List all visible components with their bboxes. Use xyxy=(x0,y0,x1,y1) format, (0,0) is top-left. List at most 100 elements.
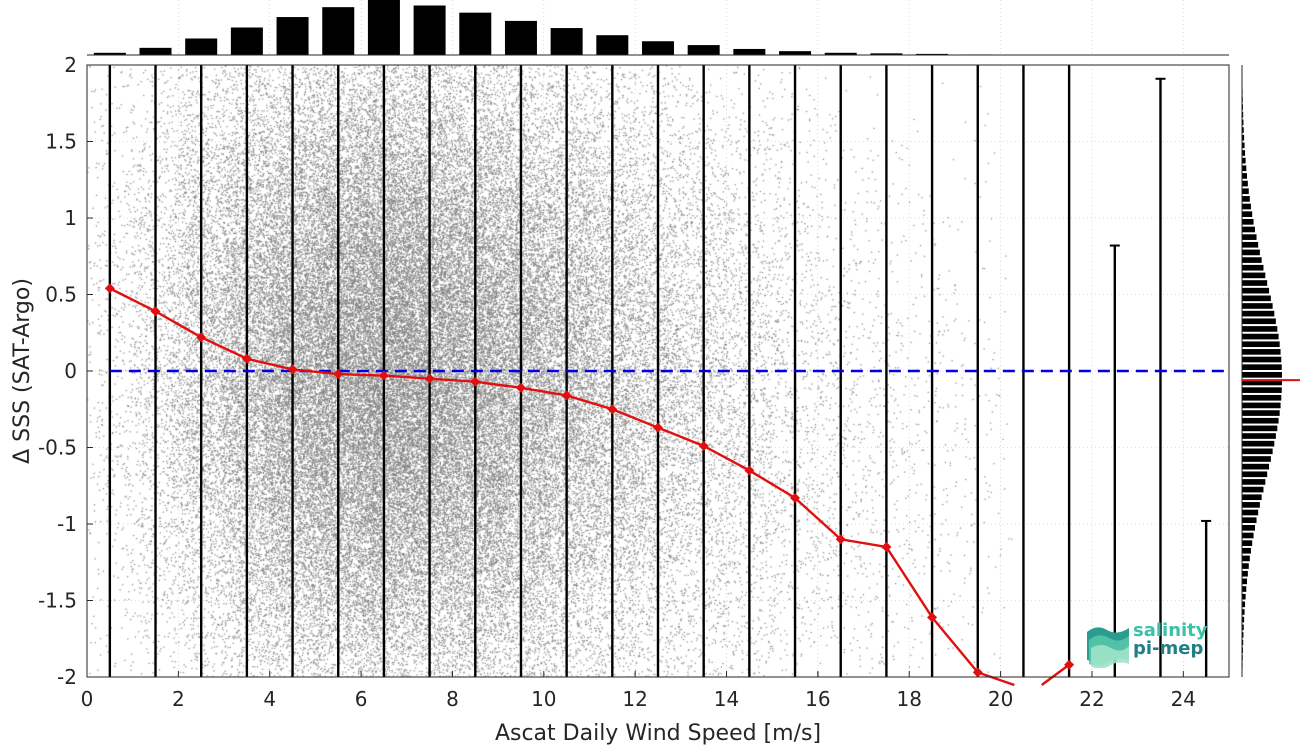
x-tick-label: 22 xyxy=(1079,687,1104,711)
mean-point xyxy=(196,332,207,343)
mean-point xyxy=(378,370,389,381)
top-histogram-bar xyxy=(870,53,903,55)
right-histogram-bar xyxy=(1242,509,1259,516)
right-histogram-bar xyxy=(1242,555,1250,562)
logo-text-line1: salinity xyxy=(1133,620,1208,641)
right-histogram-bar xyxy=(1242,188,1249,195)
top-histogram-bar xyxy=(459,12,492,55)
right-histogram-bar xyxy=(1242,226,1255,233)
mean-point xyxy=(972,667,983,678)
right-histogram-bar xyxy=(1242,119,1244,126)
right-histogram-bar xyxy=(1242,287,1270,294)
x-tick-label: 6 xyxy=(355,687,368,711)
y-tick-labels: 2 1.5 1 0.5 0 -0.5 -1 -1.5 -2 xyxy=(38,53,93,689)
y-tick-label: 0.5 xyxy=(45,283,77,307)
right-histogram-bar xyxy=(1242,570,1248,577)
right-histogram-bar xyxy=(1242,111,1244,118)
right-histogram-bar xyxy=(1242,219,1254,225)
mean-point xyxy=(790,492,801,503)
x-tick-label: 0 xyxy=(81,687,94,711)
right-histogram-bar xyxy=(1242,394,1282,401)
x-tick-label: 20 xyxy=(988,687,1013,711)
x-tick-label: 10 xyxy=(531,687,556,711)
right-histogram xyxy=(1241,65,1300,677)
right-histogram-bar xyxy=(1242,203,1251,210)
right-histogram-bar xyxy=(1242,402,1281,409)
right-histogram-bar xyxy=(1242,257,1262,263)
right-histogram-bar xyxy=(1242,540,1253,546)
top-histogram-bar xyxy=(139,47,172,55)
right-histogram-bar xyxy=(1242,295,1271,302)
y-tick-label: 0 xyxy=(64,359,77,383)
top-histogram-bar xyxy=(550,28,583,55)
mean-point xyxy=(287,364,298,375)
top-histogram-bar xyxy=(642,41,674,55)
mean-point xyxy=(744,465,755,476)
right-histogram-bar xyxy=(1242,127,1244,133)
mean-point xyxy=(241,353,252,364)
x-tick-label: 18 xyxy=(897,687,922,711)
top-histogram-bar xyxy=(916,53,949,55)
right-histogram-bar xyxy=(1242,532,1254,539)
mean-point xyxy=(470,376,481,387)
right-histogram-bar xyxy=(1242,494,1262,501)
x-tick-labels: 0 2 4 6 8 10 12 14 16 18 20 22 24 xyxy=(81,671,1196,711)
right-histogram-bar xyxy=(1242,303,1273,309)
mean-point xyxy=(607,404,618,415)
right-histogram-bar xyxy=(1242,264,1264,271)
logo-wave-icon xyxy=(1087,627,1129,668)
right-histogram-bar xyxy=(1242,165,1247,172)
logo-text-line2: pi-mep xyxy=(1133,638,1204,659)
mean-point xyxy=(698,440,709,451)
right-histogram-bar xyxy=(1242,326,1278,332)
right-histogram-bar xyxy=(1242,609,1245,615)
x-tick-label: 12 xyxy=(622,687,647,711)
right-histogram-bar xyxy=(1242,479,1266,485)
right-histogram-bar xyxy=(1242,593,1246,600)
right-histogram-bar xyxy=(1242,563,1249,569)
top-histogram-bar xyxy=(322,7,355,55)
right-histogram-bar xyxy=(1242,150,1246,156)
top-histogram-bar xyxy=(733,48,766,55)
right-histogram-bar xyxy=(1242,578,1248,585)
top-histogram-bar xyxy=(687,45,720,55)
right-histogram-bar xyxy=(1242,632,1244,638)
right-histogram-bar xyxy=(1242,379,1282,386)
y-tick-label: -1 xyxy=(57,512,77,536)
right-histogram-bar xyxy=(1242,280,1268,286)
mean-point xyxy=(653,422,663,433)
right-histogram-bar xyxy=(1242,525,1255,531)
right-histogram-bar xyxy=(1242,364,1282,370)
mean-point xyxy=(424,373,435,384)
mean-curve xyxy=(104,283,1075,687)
mean-point xyxy=(927,612,938,623)
right-histogram-bar xyxy=(1242,410,1280,416)
right-histogram-bar xyxy=(1242,157,1246,164)
mean-point xyxy=(150,306,161,317)
top-histogram-bar xyxy=(230,27,263,55)
mean-point xyxy=(104,283,115,294)
right-histogram-bar xyxy=(1242,387,1282,393)
right-histogram-bar xyxy=(1242,639,1244,646)
right-histogram-bar xyxy=(1242,471,1268,478)
right-histogram-bar xyxy=(1242,180,1248,187)
y-tick-label: 1.5 xyxy=(45,130,77,154)
top-histogram-bar xyxy=(779,51,812,55)
top-histogram-bar xyxy=(93,52,126,55)
y-tick-label: -1.5 xyxy=(38,589,77,613)
right-histogram-bar xyxy=(1242,211,1253,217)
right-histogram-bar xyxy=(1242,196,1250,202)
mean-point xyxy=(835,534,846,545)
y-axis-label: Δ SSS (SAT-Argo) xyxy=(10,278,35,464)
right-histogram-bar xyxy=(1242,624,1244,631)
right-histogram-bar xyxy=(1242,517,1257,523)
top-histogram-bar xyxy=(504,20,537,55)
right-histogram-bar xyxy=(1242,134,1245,141)
right-histogram-bar xyxy=(1242,586,1247,592)
right-histogram-bar xyxy=(1242,272,1266,279)
right-histogram-bar xyxy=(1242,547,1251,554)
y-tick-label: -0.5 xyxy=(38,436,77,460)
right-histogram-bar xyxy=(1242,349,1281,355)
